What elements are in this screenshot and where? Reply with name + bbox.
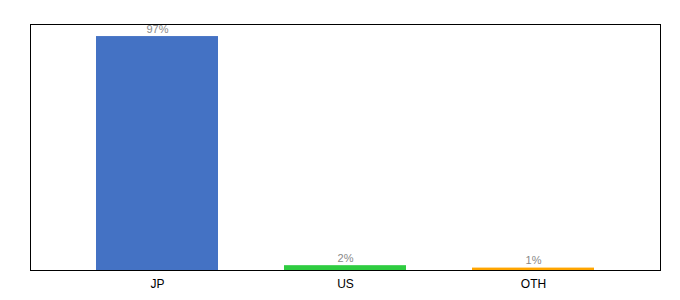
svg-text:OTH: OTH	[521, 277, 546, 291]
svg-text:US: US	[337, 277, 354, 291]
svg-text:1%: 1%	[526, 254, 542, 266]
svg-text:97%: 97%	[146, 23, 168, 35]
svg-text:JP: JP	[150, 277, 164, 291]
svg-text:2%: 2%	[338, 252, 354, 264]
